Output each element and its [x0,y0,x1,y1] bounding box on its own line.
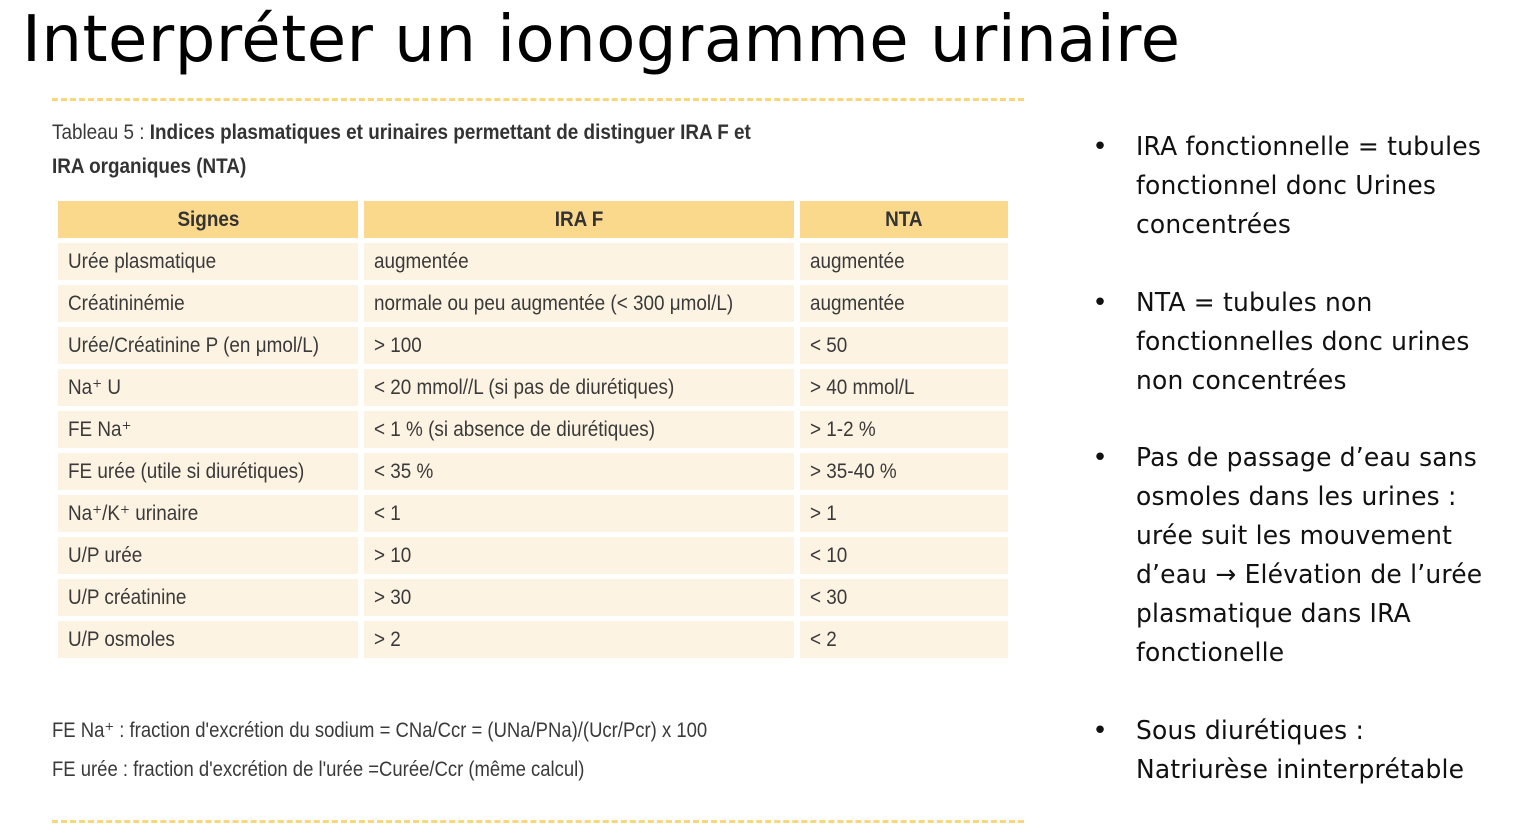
cell-ira-f: > 30 [363,579,794,616]
cell-ira-f: normale ou peu augmentée (< 300 μmol/L) [363,285,794,322]
cell-nta: augmentée [799,243,1008,280]
table-row: Urée plasmatique augmentée augmentée [58,243,1008,280]
table-caption-text: Indices plasmatiques et urinaires permet… [52,121,751,178]
bullet-item: • NTA = tubules non fonctionnelles donc … [1090,284,1530,401]
bullet-text: NTA = tubules non fonctionnelles donc ur… [1136,288,1470,396]
header-signes: Signes [58,201,358,238]
table-row: Na⁺/K⁺ urinaire < 1 > 1 [58,495,1008,532]
cell-nta: > 35-40 % [799,453,1008,490]
bullet-dot-icon: • [1092,716,1108,746]
footnote-fe-uree: FE urée : fraction d'excrétion de l'urée… [52,758,585,781]
cell-signe: Urée/Créatinine P (en μmol/L) [58,327,358,364]
cell-signe: U/P créatinine [58,579,358,616]
bullet-item: • Pas de passage d’eau sans osmoles dans… [1090,439,1530,673]
bullet-dot-icon: • [1092,132,1108,162]
cell-nta: > 40 mmol/L [799,369,1008,406]
bottom-dashed-divider [52,820,1024,823]
cell-ira-f: > 2 [363,621,794,658]
cell-nta: > 1 [799,495,1008,532]
table-header-row: Signes IRA F NTA [58,201,1008,238]
cell-signe: FE Na⁺ [58,411,358,448]
cell-ira-f: augmentée [363,243,794,280]
cell-ira-f: > 100 [363,327,794,364]
indices-table: Signes IRA F NTA Urée plasmatique augmen… [52,196,1014,663]
cell-ira-f: < 1 [363,495,794,532]
table-caption-prefix: Tableau 5 : [52,121,150,144]
table-row: Na⁺ U < 20 mmol//L (si pas de diurétique… [58,369,1008,406]
table-row: U/P urée > 10 < 10 [58,537,1008,574]
table-row: Créatininémie normale ou peu augmentée (… [58,285,1008,322]
slide-title: Interpréter un ionogramme urinaire [22,3,1181,77]
table-row: U/P osmoles > 2 < 2 [58,621,1008,658]
top-dashed-divider [52,98,1024,101]
cell-signe: U/P urée [58,537,358,574]
cell-signe: Urée plasmatique [58,243,358,280]
table-row: FE urée (utile si diurétiques) < 35 % > … [58,453,1008,490]
cell-signe: U/P osmoles [58,621,358,658]
header-ira-f: IRA F [363,201,794,238]
header-nta: NTA [799,201,1008,238]
bullet-text: IRA fonctionnelle = tubules fonctionnel … [1136,132,1482,240]
cell-ira-f: < 20 mmol//L (si pas de diurétiques) [363,369,794,406]
cell-ira-f: < 35 % [363,453,794,490]
cell-ira-f: > 10 [363,537,794,574]
cell-nta: < 2 [799,621,1008,658]
bullet-list: • IRA fonctionnelle = tubules fonctionne… [1090,128,1530,790]
cell-ira-f: < 1 % (si absence de diurétiques) [363,411,794,448]
bullet-dot-icon: • [1092,443,1108,473]
cell-signe: Na⁺ U [58,369,358,406]
cell-nta: < 30 [799,579,1008,616]
bullet-text: Pas de passage d’eau sans osmoles dans l… [1136,443,1483,668]
bullet-item: • IRA fonctionnelle = tubules fonctionne… [1090,128,1530,245]
bullet-text: Sous diurétiques : Natriurèse ininterpré… [1136,716,1465,785]
cell-signe: Na⁺/K⁺ urinaire [58,495,358,532]
cell-nta: augmentée [799,285,1008,322]
cell-nta: < 50 [799,327,1008,364]
table-row: Urée/Créatinine P (en μmol/L) > 100 < 50 [58,327,1008,364]
table-row: U/P créatinine > 30 < 30 [58,579,1008,616]
table-row: FE Na⁺ < 1 % (si absence de diurétiques)… [58,411,1008,448]
cell-nta: > 1-2 % [799,411,1008,448]
cell-signe: Créatininémie [58,285,358,322]
cell-nta: < 10 [799,537,1008,574]
cell-signe: FE urée (utile si diurétiques) [58,453,358,490]
footnote-fe-na: FE Na⁺ : fraction d'excrétion du sodium … [52,719,708,742]
bullet-item: • Sous diurétiques : Natriurèse ininterp… [1090,712,1530,790]
bullet-dot-icon: • [1092,288,1108,318]
table-caption: Tableau 5 : Indices plasmatiques et urin… [52,116,754,184]
